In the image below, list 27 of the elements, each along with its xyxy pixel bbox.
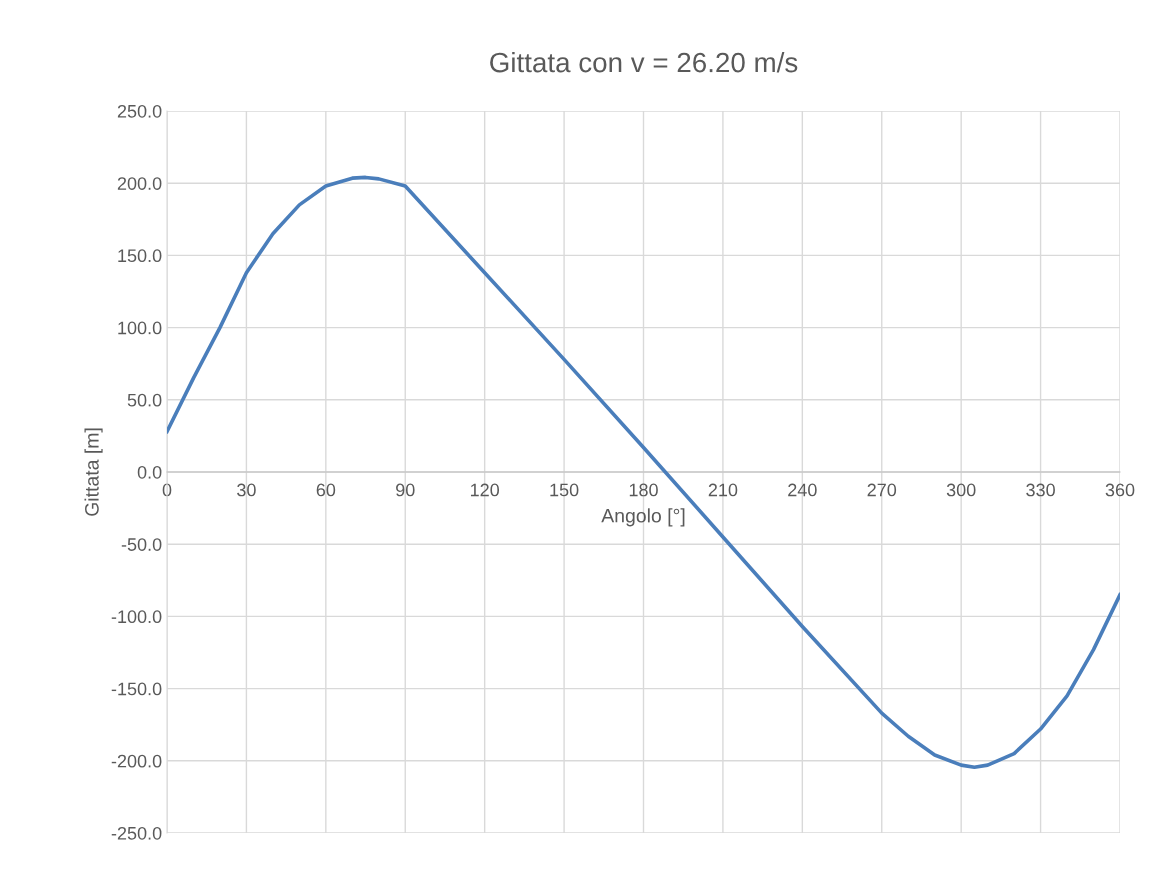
- x-tick-label: 360: [1105, 483, 1135, 497]
- y-tick-label: 100.0: [118, 321, 162, 335]
- y-tick-label: -150.0: [111, 682, 162, 696]
- y-tick-label: 50.0: [127, 393, 162, 407]
- y-tick-label: 200.0: [117, 177, 162, 190]
- chart-title: Gittata con v = 26.20 m/s: [490, 51, 798, 73]
- x-tick-label: 330: [1026, 483, 1055, 497]
- x-tick-label: 150: [550, 483, 579, 497]
- x-tick-label: 240: [788, 483, 817, 497]
- y-tick-label: 0.0: [137, 465, 162, 479]
- x-tick-label: 90: [396, 483, 415, 497]
- y-tick-label: -50.0: [121, 538, 162, 551]
- y-axis-title: Gittata [m]: [84, 428, 103, 516]
- x-tick-label: 120: [470, 483, 500, 497]
- x-tick-label: 300: [946, 483, 976, 497]
- x-tick-label: 30: [237, 483, 256, 497]
- x-tick-label: 180: [629, 483, 658, 497]
- y-tick-label: -100.0: [111, 610, 162, 624]
- x-tick-label: 0: [162, 483, 172, 497]
- y-tick-label: 150.0: [118, 249, 162, 263]
- x-tick-label: 210: [708, 483, 738, 497]
- y-tick-label: 250.0: [117, 104, 162, 118]
- x-axis-title: Angolo [°]: [601, 508, 685, 527]
- y-tick-label: -250.0: [111, 826, 162, 840]
- x-tick-label: 60: [316, 483, 336, 497]
- x-tick-label: 270: [867, 483, 897, 497]
- y-tick-label: -200.0: [111, 754, 162, 768]
